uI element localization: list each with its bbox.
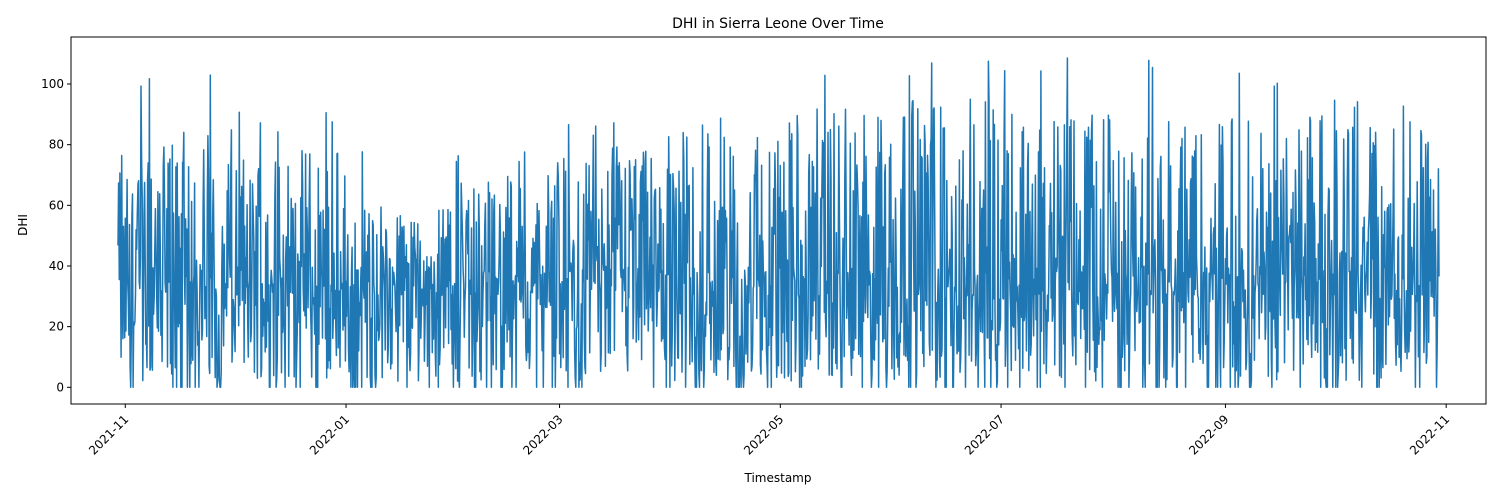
y-tick-label: 100 xyxy=(41,77,64,91)
y-tick-label: 60 xyxy=(49,198,64,212)
y-tick-label: 20 xyxy=(49,320,64,334)
y-axis-label: DHI xyxy=(16,214,30,236)
y-tick-label: 0 xyxy=(56,380,64,394)
y-tick-label: 80 xyxy=(49,138,64,152)
y-axis-ticks: 0 20 40 60 80 100 xyxy=(41,77,71,394)
plot-area xyxy=(117,57,1440,389)
plot-frame xyxy=(70,36,1487,405)
chart-title: DHI in Sierra Leone Over Time xyxy=(672,16,884,32)
y-tick-label: 40 xyxy=(49,259,64,273)
x-axis-label: Timestamp xyxy=(744,471,812,485)
dhi-series-line xyxy=(117,57,1440,389)
